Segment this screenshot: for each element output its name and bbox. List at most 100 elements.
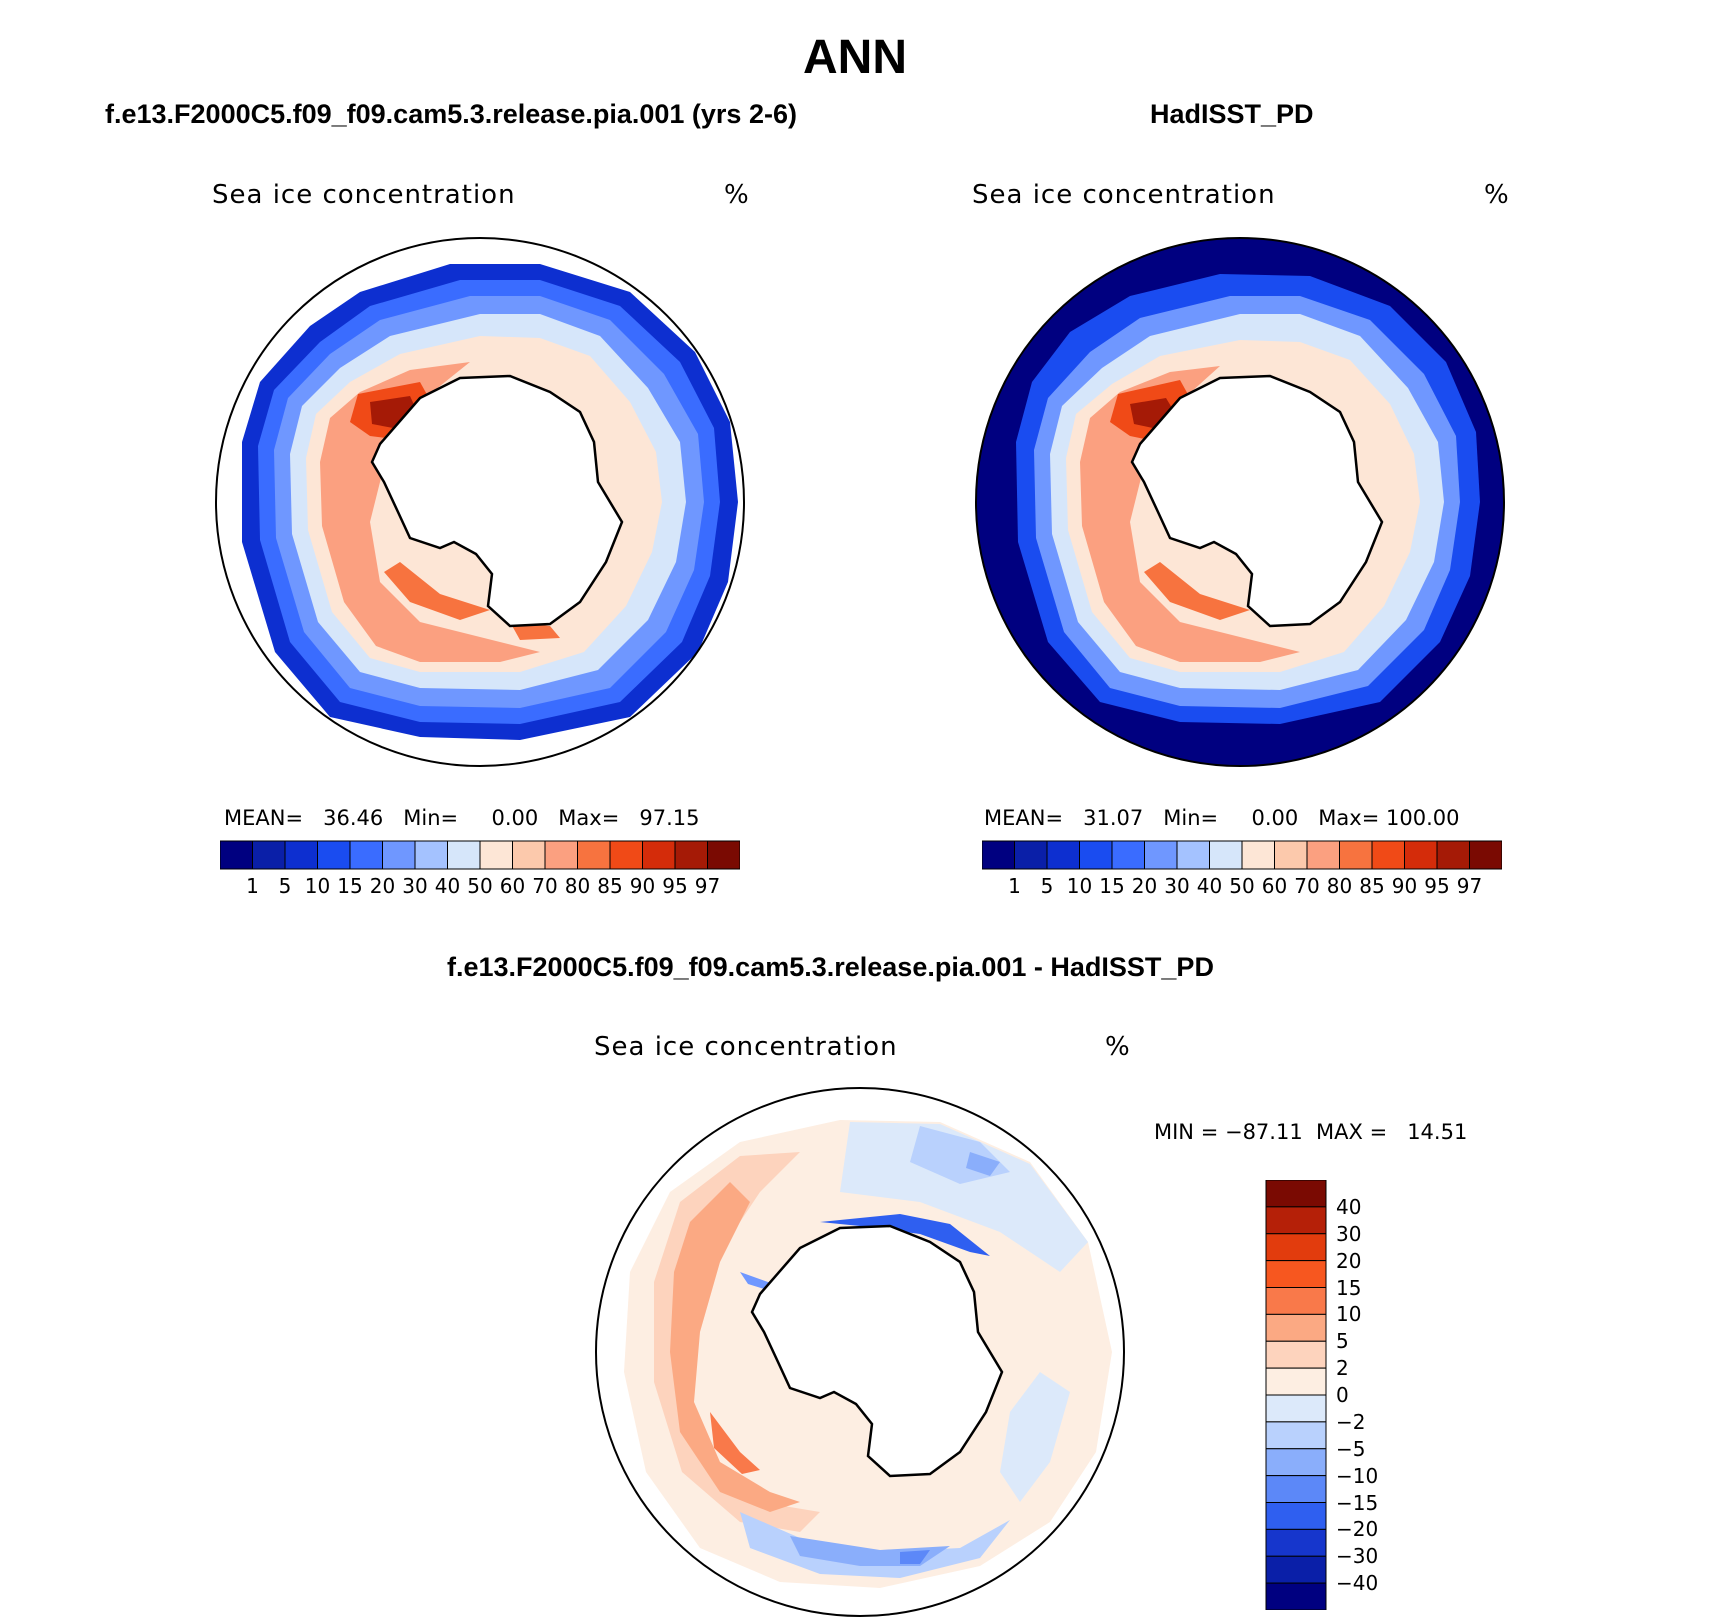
colorbar-swatch <box>1014 840 1048 870</box>
diff-case-title: f.e13.F2000C5.f09_f09.cam5.3.release.pia… <box>447 952 1214 982</box>
colorbar-swatch <box>1469 840 1502 870</box>
colorbar-tick-label: 95 <box>662 874 688 898</box>
panel-1-units-label: % <box>724 180 750 210</box>
colorbar-swatch <box>1176 840 1210 870</box>
diff-colorbar-swatch <box>1265 1260 1327 1288</box>
diff-colorbar-swatch <box>1265 1528 1327 1557</box>
colorbar-swatch <box>349 840 383 870</box>
colorbar-tick-label: 30 <box>402 874 428 898</box>
colorbar-tick-label: 90 <box>629 874 656 898</box>
diff-colorbar <box>1265 1180 1327 1610</box>
panel-2-mean-label: MEAN= <box>984 806 1064 830</box>
panel-1-colorbar-labels: 1 5 10 15 20 30 40 50 60 70 80 85 90 95 97 <box>220 874 740 900</box>
diff-colorbar-swatch <box>1265 1421 1327 1450</box>
antarctica-coastline <box>1130 374 1384 628</box>
diff-colorbar-tick-label: −10 <box>1336 1463 1379 1488</box>
colorbar-swatch <box>447 840 481 870</box>
panel-2-variable-label: Sea ice concentration <box>972 180 1276 210</box>
colorbar-swatch <box>382 840 416 870</box>
colorbar-swatch <box>1209 840 1243 870</box>
colorbar-swatch <box>414 840 448 870</box>
diff-colorbar-tick-label: 10 <box>1336 1302 1362 1327</box>
colorbar-tick-label: 70 <box>532 874 558 898</box>
diff-colorbar-swatch <box>1265 1475 1327 1503</box>
diff-colorbar-tick-label: 2 <box>1336 1356 1349 1381</box>
diff-colorbar-tick-label: −40 <box>1336 1571 1379 1596</box>
diff-colorbar-swatch <box>1265 1394 1327 1423</box>
diff-units-label: % <box>1105 1032 1131 1062</box>
panel-2-case-title: HadISST_PD <box>1150 99 1314 129</box>
colorbar-tick-label: 10 <box>304 874 331 898</box>
colorbar-swatch <box>982 840 1015 870</box>
diff-colorbar-labels: 40 30 20 15 10 5 2 0 −2 −5 −10 −15 −20 −30 −40 <box>1336 1180 1416 1610</box>
panel-1-min-label: Min= <box>403 806 459 830</box>
panel-1-case-title: f.e13.F2000C5.f09_f09.cam5.3.release.pia… <box>105 99 797 129</box>
colorbar-tick-label: 20 <box>369 874 396 898</box>
colorbar-tick-label: 40 <box>1196 874 1223 898</box>
colorbar-tick-label: 60 <box>1261 874 1288 898</box>
colorbar-tick-label: 20 <box>1131 874 1158 898</box>
colorbar-swatch <box>317 840 351 870</box>
panel-2-stats: MEAN= 31.07 Min= 0.00 Max= 100.00 <box>984 806 1459 830</box>
colorbar-tick-label: 95 <box>1424 874 1450 898</box>
diff-colorbar-tick-label: 40 <box>1336 1194 1362 1219</box>
colorbar-swatch <box>512 840 546 870</box>
colorbar-tick-label: 80 <box>1326 874 1353 898</box>
colorbar-tick-label: 50 <box>1229 874 1255 898</box>
panel-1-max-value: 97.15 <box>639 806 700 830</box>
colorbar-tick-label: 85 <box>1359 874 1385 898</box>
panel-2-colorbar-labels: 1 5 10 15 20 30 40 50 60 70 80 85 90 95 97 <box>982 874 1502 900</box>
colorbar-tick-label: 90 <box>1391 874 1418 898</box>
panel-2-min-value: 0.00 <box>1251 806 1299 830</box>
colorbar-tick-label: 15 <box>337 874 363 898</box>
diff-field <box>624 1120 1112 1588</box>
diff-colorbar-swatch <box>1265 1180 1327 1208</box>
panel-1-max-label: Max= <box>558 806 620 830</box>
page-title: ANN <box>803 31 907 84</box>
diff-colorbar-tick-label: 5 <box>1336 1329 1349 1354</box>
colorbar-tick-label: 40 <box>434 874 461 898</box>
diff-colorbar-tick-label: 0 <box>1336 1383 1349 1407</box>
colorbar-swatch <box>284 840 318 870</box>
panel-1-stats: MEAN= 36.46 Min= 0.00 Max= 97.15 <box>224 806 699 830</box>
colorbar-tick-label: 1 <box>1008 874 1021 898</box>
panel-2-units-label: % <box>1484 180 1510 210</box>
colorbar-swatch <box>544 840 578 870</box>
diff-stats: MIN = −87.11 MAX = 14.51 <box>1154 1120 1468 1144</box>
panel-1-min-value: 0.00 <box>491 806 539 830</box>
panel-1-mean-value: 36.46 <box>323 806 384 830</box>
colorbar-swatch <box>252 840 286 870</box>
colorbar-swatch <box>1404 840 1438 870</box>
colorbar-tick-label: 97 <box>1456 874 1483 898</box>
panel-1-polar-map <box>215 237 745 767</box>
diff-colorbar-swatch <box>1265 1555 1327 1584</box>
colorbar-tick-label: 85 <box>597 874 623 898</box>
colorbar-swatch <box>674 840 708 870</box>
diff-variable-label: Sea ice concentration <box>594 1032 898 1062</box>
colorbar-tick-label: 5 <box>278 874 292 898</box>
diff-colorbar-tick-label: 20 <box>1336 1248 1362 1273</box>
colorbar-swatch <box>479 840 513 870</box>
colorbar-swatch <box>1241 840 1275 870</box>
colorbar-swatch <box>1339 840 1373 870</box>
colorbar-tick-label: 80 <box>564 874 591 898</box>
colorbar-swatch <box>1079 840 1113 870</box>
panel-2-max-value: 100.00 <box>1386 806 1460 830</box>
panel-2-map-boundary <box>975 237 1505 767</box>
panel-2-max-label: Max= <box>1318 806 1380 830</box>
colorbar-swatch <box>1144 840 1178 870</box>
panel-1-map-boundary <box>215 237 745 767</box>
colorbar-swatch <box>1046 840 1080 870</box>
antarctica-coastline <box>750 1224 1004 1478</box>
colorbar-tick-label: 97 <box>694 874 721 898</box>
diff-colorbar-tick-label: 15 <box>1336 1275 1362 1300</box>
colorbar-tick-label: 60 <box>499 874 526 898</box>
colorbar-tick-label: 10 <box>1066 874 1093 898</box>
diff-colorbar-swatch <box>1265 1233 1327 1262</box>
colorbar-tick-label: 50 <box>467 874 493 898</box>
diff-colorbar-swatch <box>1265 1206 1327 1235</box>
panel-1-mean-label: MEAN= <box>224 806 304 830</box>
diff-colorbar-swatch <box>1265 1582 1327 1610</box>
diff-colorbar-tick-label: −15 <box>1336 1490 1379 1515</box>
diff-colorbar-swatch <box>1265 1367 1327 1396</box>
